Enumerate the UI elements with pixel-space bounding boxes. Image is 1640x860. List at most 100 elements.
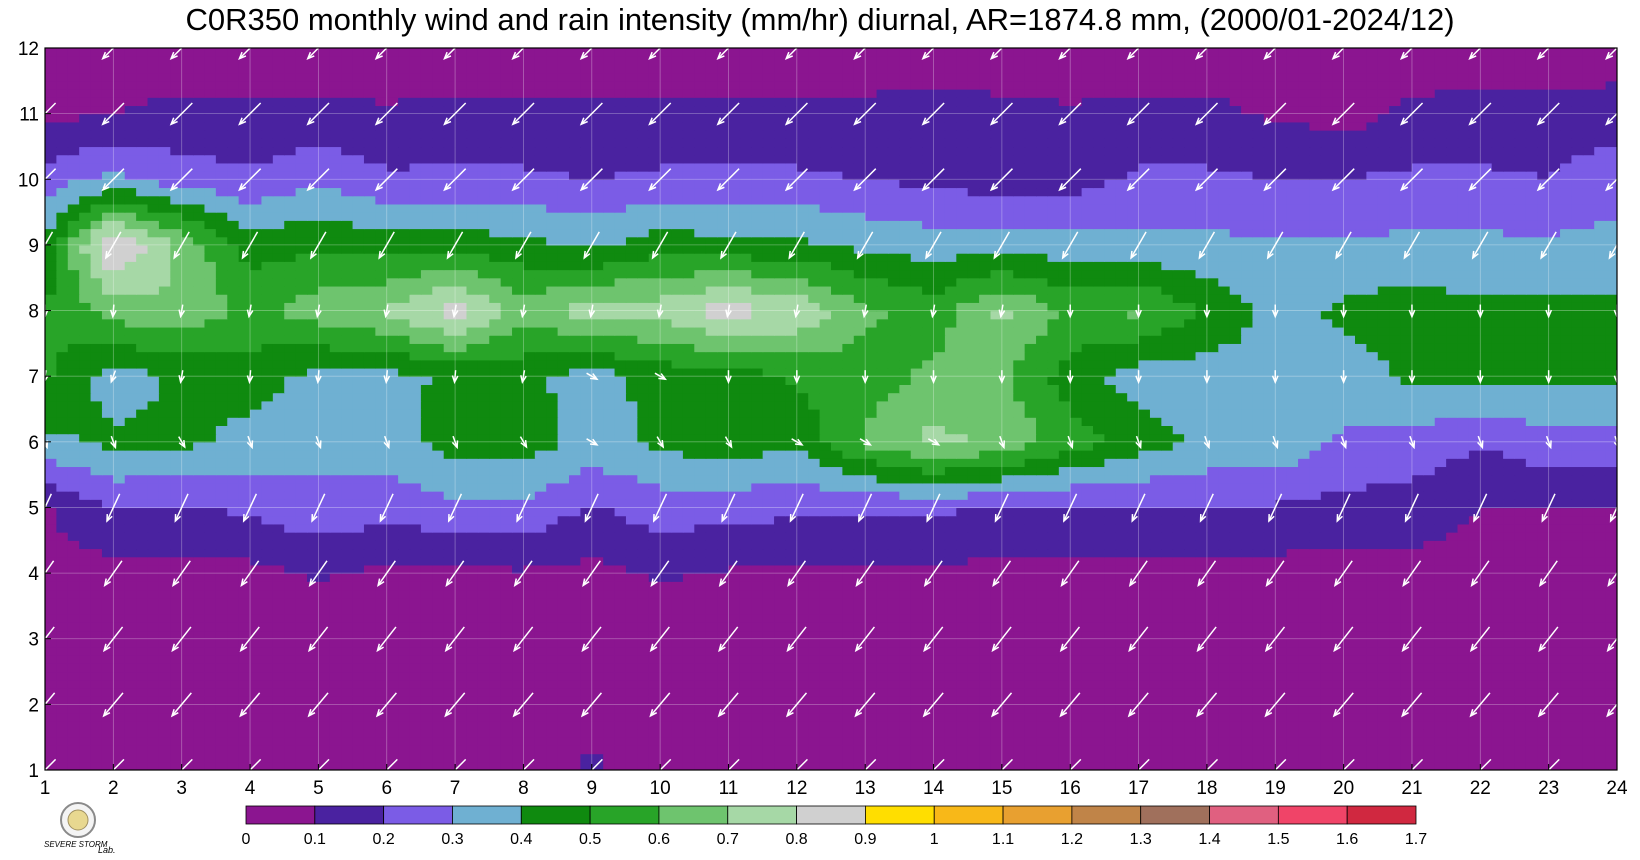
intensity-cell bbox=[1047, 687, 1060, 697]
intensity-cell bbox=[774, 655, 787, 664]
intensity-cell bbox=[876, 622, 889, 632]
intensity-cell bbox=[1058, 540, 1071, 550]
intensity-cell bbox=[944, 515, 957, 525]
intensity-cell bbox=[1480, 712, 1493, 722]
intensity-cell bbox=[819, 556, 832, 566]
intensity-cell bbox=[1172, 712, 1185, 722]
intensity-cell bbox=[944, 655, 957, 664]
intensity-cell bbox=[1355, 696, 1367, 705]
intensity-cell bbox=[455, 712, 468, 722]
intensity-cell bbox=[660, 532, 673, 541]
intensity-cell bbox=[887, 663, 900, 673]
intensity-cell bbox=[329, 564, 342, 574]
intensity-cell bbox=[375, 523, 388, 533]
intensity-cell bbox=[887, 745, 900, 755]
intensity-cell bbox=[967, 589, 980, 599]
intensity-cell bbox=[45, 679, 57, 689]
intensity-cell bbox=[1241, 737, 1254, 746]
intensity-cell bbox=[625, 655, 638, 664]
intensity-cell bbox=[1298, 573, 1311, 582]
intensity-cell bbox=[956, 614, 969, 623]
intensity-cell bbox=[580, 663, 593, 673]
intensity-cell bbox=[1309, 482, 1322, 492]
intensity-cell bbox=[455, 646, 468, 656]
intensity-cell bbox=[284, 556, 297, 566]
intensity-cell bbox=[1172, 597, 1185, 607]
intensity-cell bbox=[1093, 671, 1105, 681]
intensity-cell bbox=[569, 540, 581, 550]
intensity-cell bbox=[1355, 630, 1367, 640]
intensity-cell bbox=[1286, 589, 1299, 599]
intensity-cell bbox=[739, 614, 752, 623]
intensity-cell bbox=[944, 712, 957, 722]
intensity-cell bbox=[1525, 745, 1538, 755]
intensity-cell bbox=[1525, 548, 1538, 558]
intensity-cell bbox=[591, 474, 604, 484]
intensity-cell bbox=[694, 728, 707, 738]
intensity-cell bbox=[1480, 655, 1493, 664]
intensity-cell bbox=[113, 720, 126, 730]
intensity-cell bbox=[1058, 474, 1071, 484]
intensity-cell bbox=[238, 638, 251, 648]
intensity-cell bbox=[933, 761, 946, 770]
intensity-cell bbox=[1320, 605, 1333, 615]
intensity-cell bbox=[1127, 564, 1140, 574]
intensity-cell bbox=[1184, 753, 1197, 763]
intensity-cell bbox=[990, 581, 1003, 591]
intensity-cell bbox=[56, 548, 69, 558]
intensity-cell bbox=[352, 753, 365, 763]
intensity-cell bbox=[910, 605, 923, 615]
intensity-cell bbox=[774, 523, 787, 533]
intensity-cell bbox=[1286, 597, 1299, 607]
intensity-cell bbox=[170, 720, 183, 730]
intensity-cell bbox=[1263, 671, 1276, 681]
intensity-cell bbox=[56, 696, 69, 705]
intensity-cell bbox=[1457, 720, 1470, 730]
intensity-cell bbox=[876, 671, 889, 681]
intensity-cell bbox=[124, 622, 137, 632]
intensity-cell bbox=[979, 564, 992, 574]
intensity-cell bbox=[785, 523, 798, 533]
intensity-cell bbox=[329, 712, 342, 722]
intensity-cell bbox=[899, 712, 912, 722]
intensity-cell bbox=[876, 704, 889, 714]
intensity-cell bbox=[398, 687, 411, 697]
intensity-cell bbox=[477, 704, 490, 714]
intensity-cell bbox=[432, 573, 445, 582]
intensity-cell bbox=[147, 679, 160, 689]
intensity-cell bbox=[386, 720, 399, 730]
intensity-cell bbox=[147, 630, 160, 640]
intensity-cell bbox=[272, 728, 285, 738]
intensity-cell bbox=[1480, 573, 1493, 582]
intensity-cell bbox=[466, 638, 479, 648]
intensity-cell bbox=[819, 720, 832, 730]
intensity-cell bbox=[831, 679, 843, 689]
intensity-cell bbox=[1366, 753, 1379, 763]
intensity-cell bbox=[899, 737, 912, 746]
intensity-cell bbox=[500, 687, 513, 697]
intensity-cell bbox=[944, 638, 957, 648]
intensity-cell bbox=[967, 482, 980, 492]
intensity-cell bbox=[329, 482, 342, 492]
intensity-cell bbox=[557, 515, 570, 525]
intensity-cell bbox=[1286, 499, 1299, 509]
intensity-cell bbox=[147, 687, 160, 697]
intensity-cell bbox=[557, 507, 570, 517]
intensity-cell bbox=[1195, 548, 1208, 558]
intensity-cell bbox=[625, 687, 638, 697]
intensity-cell bbox=[181, 564, 194, 574]
intensity-cell bbox=[1149, 720, 1162, 730]
intensity-cell bbox=[1263, 589, 1276, 599]
intensity-cell bbox=[1548, 614, 1561, 623]
intensity-cell bbox=[227, 605, 240, 615]
intensity-cell bbox=[956, 737, 969, 746]
intensity-cell bbox=[56, 679, 69, 689]
intensity-cell bbox=[1036, 761, 1049, 770]
intensity-cell bbox=[1411, 704, 1424, 714]
intensity-cell bbox=[1457, 581, 1470, 591]
intensity-cell bbox=[1366, 540, 1379, 550]
intensity-cell bbox=[842, 556, 855, 566]
intensity-cell bbox=[1036, 704, 1049, 714]
intensity-cell bbox=[1241, 753, 1254, 763]
intensity-cell bbox=[1206, 581, 1219, 591]
